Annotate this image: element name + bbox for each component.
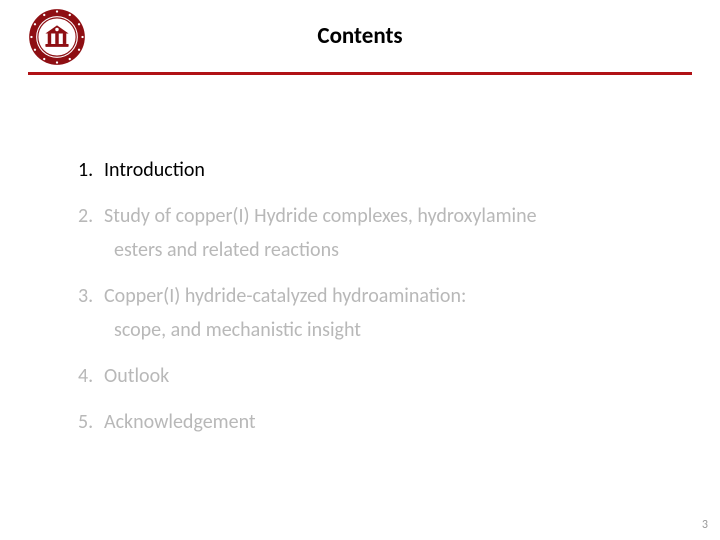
list-item: 3.Copper(I) hydride-catalyzed hydroamina…: [78, 284, 680, 342]
list-item: 5.Acknowledgement: [78, 410, 680, 434]
item-number: 4.: [78, 364, 104, 388]
item-text: Outlook: [104, 364, 169, 388]
item-text: Acknowledgement: [104, 410, 256, 434]
item-number: 5.: [78, 410, 104, 434]
item-number: 1.: [78, 158, 104, 182]
list-item: 2.Study of copper(I) Hydride complexes, …: [78, 204, 680, 262]
item-number: 2.: [78, 204, 104, 228]
item-continuation: scope, and mechanistic insight: [114, 318, 680, 342]
item-text: Copper(I) hydride-catalyzed hydroaminati…: [104, 284, 466, 308]
list-item: 4.Outlook: [78, 364, 680, 388]
item-text: Study of copper(I) Hydride complexes, hy…: [104, 204, 537, 228]
page-number: 3: [702, 518, 708, 532]
list-item: 1.Introduction: [78, 158, 680, 182]
header-rule: [28, 72, 692, 75]
contents-list: 1.Introduction 2.Study of copper(I) Hydr…: [78, 158, 680, 456]
item-continuation: esters and related reactions: [114, 238, 680, 262]
item-number: 3.: [78, 284, 104, 308]
item-text: Introduction: [104, 158, 205, 182]
header: Contents: [0, 0, 720, 74]
page-title: Contents: [0, 22, 720, 50]
slide: Contents 1.Introduction 2.Study of coppe…: [0, 0, 720, 540]
